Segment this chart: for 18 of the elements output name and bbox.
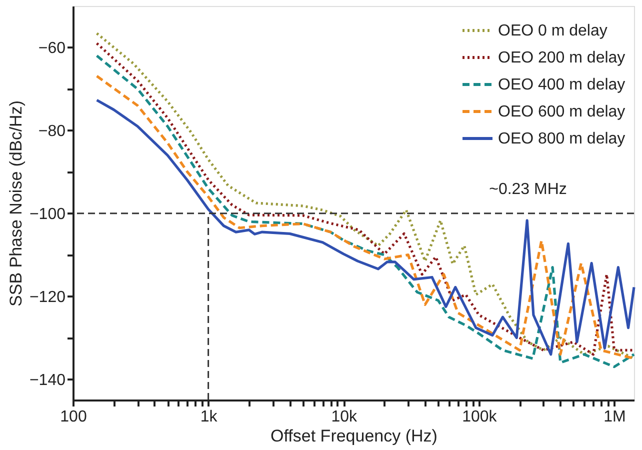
- y-tick-label: −100: [29, 206, 66, 223]
- x-axis-title: Offset Frequency (Hz): [270, 426, 438, 446]
- y-tick-label: −140: [29, 372, 66, 389]
- y-axis-title: SSB Phase Noise (dBc/Hz): [6, 100, 26, 306]
- legend-label: OEO 0 m delay: [498, 22, 608, 40]
- legend-label: OEO 800 m delay: [498, 130, 626, 148]
- x-tick-label: 1M: [604, 408, 626, 426]
- x-tick-label: 100k: [462, 408, 498, 426]
- legend-label: OEO 600 m delay: [498, 104, 626, 120]
- x-tick-label: 100: [60, 408, 87, 426]
- y-tick-label: −80: [38, 122, 66, 140]
- y-tick-label: −60: [38, 40, 66, 57]
- x-tick-label: 10k: [331, 408, 358, 426]
- x-tick-label: 1k: [200, 408, 218, 426]
- legend-label: OEO 200 m delay: [498, 50, 626, 66]
- legend-label: OEO 400 m delay: [498, 76, 626, 94]
- annotation: ~0.23 MHz: [489, 181, 567, 198]
- y-tick-label: −120: [29, 288, 66, 306]
